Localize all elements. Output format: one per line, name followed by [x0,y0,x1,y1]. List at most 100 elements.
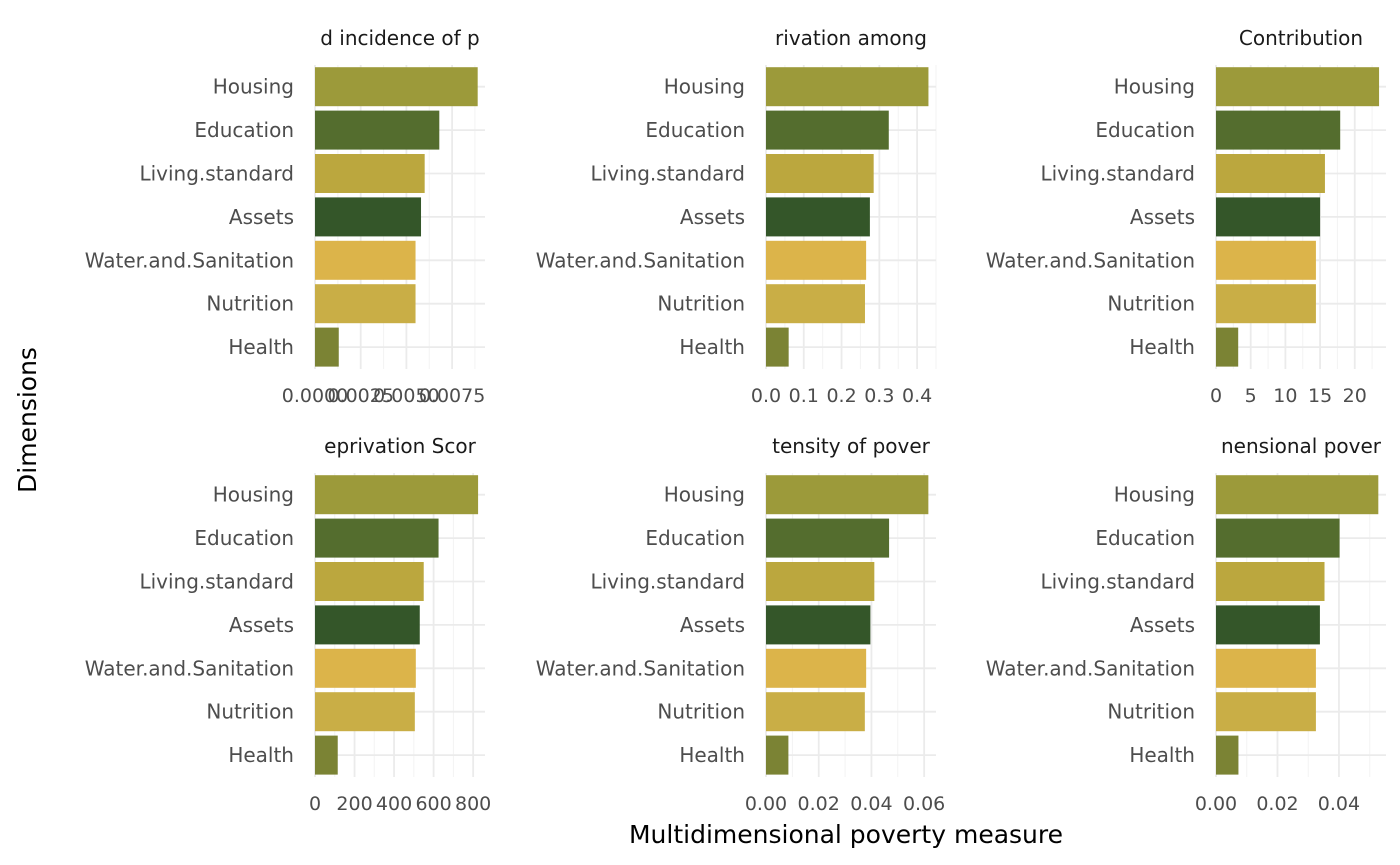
bar-education [1216,110,1341,150]
bar-education [315,518,439,558]
x-tick-label: 0.04 [1318,793,1360,815]
y-tick-label: Living.standard [590,570,745,594]
x-tick-label: 0 [309,793,321,815]
x-tick-label: 0.3 [864,385,894,407]
y-tick-label: Health [1129,743,1195,767]
bar-health [766,327,789,367]
x-tick-label: 0.00 [1195,793,1237,815]
facet-panel: rivation among Housing Education Living.sta… [536,26,937,407]
y-tick-label: Nutrition [657,292,745,316]
bar-water-and-sanitation [315,648,416,688]
y-tick-label: Housing [1114,75,1195,99]
bar-living-standard [1216,154,1325,193]
y-tick-label: Housing [213,75,294,99]
y-axis-title: Dimensions [13,347,42,493]
bar-living-standard [315,562,424,601]
y-tick-label: Health [228,335,294,359]
x-tick-label: 0 [1210,385,1222,407]
y-tick-label: Assets [229,613,294,637]
y-tick-label: Education [1095,118,1195,142]
bar-living-standard [1216,562,1325,601]
bar-nutrition [315,692,415,732]
bar-living-standard [766,154,874,193]
y-tick-label: Nutrition [1107,700,1195,724]
y-tick-label: Education [194,118,294,142]
bar-water-and-sanitation [315,240,416,280]
x-tick-label: 0.0050 [373,385,439,407]
y-tick-label: Water.and.Sanitation [986,248,1195,272]
y-tick-label: Housing [1114,483,1195,507]
y-tick-label: Education [645,118,745,142]
facet-panels: d incidence of p Housing Education Living.s… [85,26,1386,815]
bar-education [1216,518,1340,558]
x-tick-label: 10 [1273,385,1297,407]
x-tick-label: 400 [376,793,412,815]
y-tick-label: Water.and.Sanitation [85,248,294,272]
y-tick-label: Assets [1130,613,1195,637]
y-tick-label: Nutrition [657,700,745,724]
y-tick-label: Assets [680,205,745,229]
x-tick-label: 0.06 [903,793,945,815]
bar-assets [766,605,871,645]
y-tick-label: Assets [680,613,745,637]
x-tick-label: 0.2 [826,385,856,407]
bar-housing [1216,67,1380,107]
bar-health [315,327,339,367]
bar-water-and-sanitation [766,240,867,280]
bar-assets [1216,605,1320,645]
bar-water-and-sanitation [1216,240,1316,280]
bar-water-and-sanitation [766,648,867,688]
y-tick-label: Education [1095,526,1195,550]
bar-nutrition [766,284,865,324]
bar-health [1216,735,1239,775]
bar-assets [1216,197,1321,237]
x-tick-label: 5 [1245,385,1257,407]
facet-panel: Contribution Housing Education Living.stand… [986,26,1386,407]
facet-strip-title: eprivation Scor [324,434,476,458]
y-tick-label: Living.standard [139,570,294,594]
y-tick-label: Health [679,335,745,359]
bar-housing [315,475,479,515]
bar-water-and-sanitation [1216,648,1316,688]
x-tick-label: 0.4 [902,385,932,407]
facet-panel: tensity of pover Housing Education Living.s… [536,434,946,815]
y-tick-label: Assets [229,205,294,229]
bar-housing [766,475,929,515]
y-tick-label: Nutrition [206,292,294,316]
bar-nutrition [315,284,416,324]
y-tick-label: Education [194,526,294,550]
x-tick-label: 0.0 [751,385,781,407]
y-tick-label: Housing [664,483,745,507]
x-tick-label: 0.0025 [327,385,393,407]
facet-panel: eprivation Scor Housing Education Living.st… [85,434,491,815]
x-tick-label: 600 [415,793,451,815]
bar-assets [315,605,420,645]
y-tick-label: Living.standard [590,162,745,186]
facet-strip-title: d incidence of p [320,26,480,50]
x-tick-label: 800 [455,793,491,815]
y-tick-label: Living.standard [139,162,294,186]
facet-panel: nensional pover Housing Education Living.st… [986,434,1386,815]
bar-assets [315,197,422,237]
y-tick-label: Housing [664,75,745,99]
y-tick-label: Nutrition [206,700,294,724]
x-tick-label: 0.00 [745,793,787,815]
bar-nutrition [1216,692,1316,732]
x-tick-label: 0.0000 [282,385,348,407]
bar-living-standard [315,154,425,193]
y-tick-label: Health [1129,335,1195,359]
y-tick-label: Assets [1130,205,1195,229]
y-tick-label: Nutrition [1107,292,1195,316]
facet-strip-title: tensity of pover [772,434,931,458]
facet-strip-title: rivation among [775,26,927,50]
y-tick-label: Water.and.Sanitation [536,656,745,680]
y-tick-label: Living.standard [1040,570,1195,594]
facet-panel: d incidence of p Housing Education Living.s… [85,26,486,407]
y-tick-label: Water.and.Sanitation [536,248,745,272]
y-tick-label: Health [679,743,745,767]
bar-housing [1216,475,1379,515]
x-tick-label: 0.02 [1256,793,1298,815]
bar-health [1216,327,1239,367]
x-tick-label: 15 [1308,385,1332,407]
